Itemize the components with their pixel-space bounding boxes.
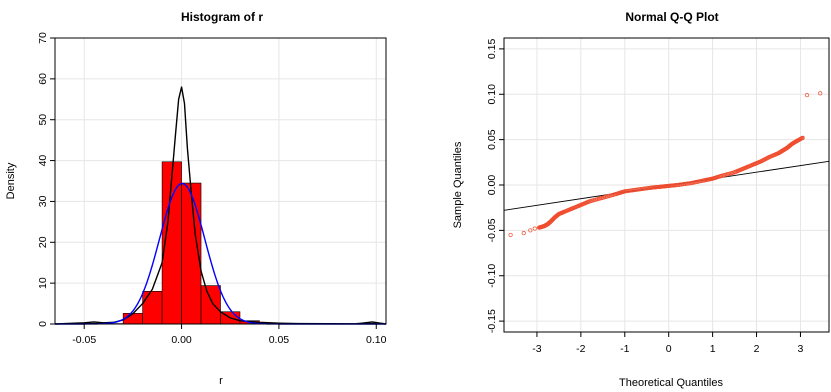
histogram-bar [142, 291, 163, 325]
qq-points [508, 91, 823, 237]
histogram-grid [55, 37, 386, 325]
qq-point [586, 199, 591, 204]
histogram-y-axis-label: Density [5, 162, 17, 199]
y-tick-label: -0.10 [486, 264, 498, 288]
histogram-bar [200, 285, 221, 325]
x-tick-label: 3 [798, 343, 804, 355]
histogram-x-ticks: -0.05 0.00 0.05 0.10 [72, 324, 387, 346]
histogram-bars [83, 161, 377, 325]
qq-point [709, 176, 714, 181]
histogram-plot-frame [54, 37, 387, 325]
qq-point [599, 196, 604, 201]
x-tick-label: -3 [532, 343, 541, 355]
histogram-panel: Histogram of r -0.05 0.00 0.05 0.10 0 10 20 30… [5, 10, 387, 387]
qq-point [799, 136, 805, 141]
x-tick-label: 1 [710, 343, 716, 355]
y-tick-label: 70 [37, 32, 49, 44]
y-tick-label: -0.05 [486, 218, 498, 242]
x-tick-label: 0.00 [171, 334, 192, 346]
y-tick-label: 30 [37, 195, 49, 207]
y-tick-label: 0.00 [486, 175, 498, 196]
qq-point [818, 91, 823, 96]
qq-x-ticks: -3 -2 -1 0 1 2 3 [532, 332, 804, 355]
qq-point [528, 228, 533, 233]
qq-point [687, 181, 692, 186]
y-tick-label: 0 [37, 321, 49, 327]
y-tick-label: 60 [37, 73, 49, 85]
y-tick-label: 50 [37, 114, 49, 126]
y-tick-label: 20 [37, 236, 49, 248]
qq-plot-panel: Normal Q-Q Plot -3 -2 -1 0 1 2 3 -0.15-0.10-0.… [452, 10, 830, 389]
qq-plot-grid [504, 38, 829, 332]
y-tick-label: 0.15 [486, 39, 498, 60]
y-tick-label: -0.15 [486, 309, 498, 333]
x-tick-label: -0.05 [72, 334, 96, 346]
histogram-y-ticks: 0 10 20 30 40 50 60 70 [37, 32, 55, 327]
x-tick-label: -1 [620, 343, 629, 355]
x-tick-label: -2 [576, 343, 585, 355]
x-tick-label: 0.10 [366, 334, 387, 346]
x-tick-label: 2 [754, 343, 760, 355]
qq-point [508, 232, 513, 237]
histogram-title: Histogram of r [181, 10, 263, 24]
x-tick-label: 0 [666, 343, 672, 355]
qq-point [718, 174, 723, 179]
qq-plot-title: Normal Q-Q Plot [625, 10, 718, 24]
qq-point [532, 226, 537, 231]
qq-y-axis-label: Sample Quantiles [452, 141, 464, 228]
qq-x-axis-label: Theoretical Quantiles [619, 377, 723, 389]
qq-point [521, 231, 526, 236]
y-tick-label: 0.05 [486, 129, 498, 150]
qq-point [634, 187, 639, 192]
y-tick-label: 40 [37, 155, 49, 167]
y-tick-label: 0.10 [486, 84, 498, 105]
y-tick-label: 10 [37, 277, 49, 289]
x-tick-label: 0.05 [269, 334, 290, 346]
histogram-x-axis-label: r [219, 375, 223, 387]
qq-point [804, 93, 810, 98]
qq-y-ticks: -0.15 -0.10 -0.05 0.00 0.05 0.10 0.15 [486, 39, 504, 333]
